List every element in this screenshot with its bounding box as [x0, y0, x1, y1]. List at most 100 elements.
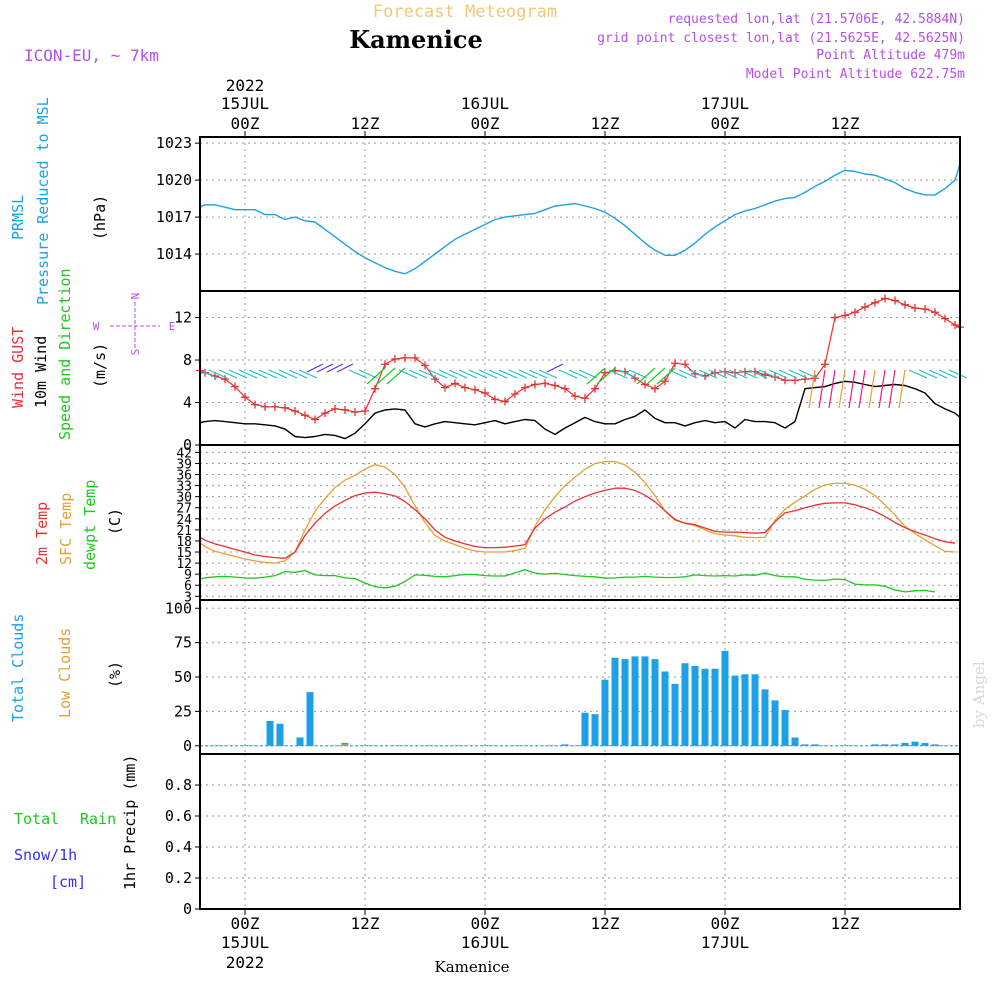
gust-marker [921, 305, 929, 314]
wind-direction-arrow [348, 369, 368, 379]
wind-gust-label: Wind GUST [9, 327, 27, 408]
wind-direction-arrow [268, 369, 288, 379]
wind-direction-arrow [326, 363, 344, 373]
gust-marker [601, 368, 609, 377]
temp-dew-label: dewpt Temp [81, 480, 99, 570]
wind-direction-arrow [748, 369, 768, 379]
total-cloud-bar [266, 721, 274, 746]
wind-direction-arrow [448, 369, 468, 379]
total-cloud-bar [761, 689, 769, 746]
gust-marker [561, 384, 569, 393]
wind-direction-arrow [298, 369, 318, 379]
ytick-label-clouds-2: 50 [174, 668, 192, 686]
model-altitude: Model Point Altitude 622.75m [746, 67, 965, 82]
bottom-date-label-2: 16JUL [461, 933, 509, 952]
ytick-label-precip-2: 0.4 [165, 838, 192, 856]
wind-direction-arrow [678, 369, 698, 379]
gust-marker [231, 382, 239, 391]
top-hour-label-4: 00Z [711, 114, 740, 133]
ytick-label-temp-11: 36 [176, 469, 192, 484]
total-cloud-bar [621, 659, 629, 746]
wind-direction-arrow [828, 369, 836, 409]
wind-direction-arrow [538, 369, 558, 379]
prmsl-label: PRMSL [9, 195, 27, 240]
dewpoint-line [199, 569, 936, 593]
gust-marker [471, 385, 479, 394]
gust-marker [681, 360, 689, 369]
gust-marker [651, 384, 659, 393]
bottom-hour-label-1: 12Z [351, 914, 380, 933]
wind-direction-arrow [888, 369, 896, 409]
pressure-msl-label: Pressure Reduced to MSL [34, 97, 52, 305]
ytick-label-temp-10: 33 [176, 480, 192, 495]
low-clouds-label: Low Clouds [56, 628, 74, 718]
total-cloud-bar [811, 744, 819, 746]
ytick-label-clouds-3: 75 [174, 634, 192, 652]
wind-direction-arrow [708, 369, 728, 379]
wind-gust-line [199, 297, 961, 421]
wind-direction-arrow [848, 369, 856, 409]
total-cloud-bar [611, 657, 619, 746]
ytick-label-clouds-0: 0 [183, 737, 192, 755]
wind-direction-arrow [788, 369, 808, 379]
temp-2m-label: 2m Temp [33, 502, 51, 565]
bottom-hour-label-0: 00Z [231, 914, 260, 933]
precip-unit: 1hr Precip (mm) [121, 755, 139, 890]
gust-marker [311, 415, 319, 424]
wind-direction-arrow [868, 369, 876, 409]
ytick-label-precip-1: 0.2 [165, 869, 192, 887]
gust-marker [811, 374, 819, 383]
gust-marker [951, 320, 959, 329]
gust-marker [821, 360, 829, 369]
wind-direction-arrow [336, 363, 354, 373]
pressure-line [199, 163, 961, 275]
gust-marker [891, 296, 899, 305]
compass-west: W [93, 320, 100, 333]
gust-marker [841, 311, 849, 320]
gust-marker [901, 300, 909, 309]
data-layer [196, 163, 968, 747]
wind-direction-arrow [938, 369, 958, 379]
total-cloud-bar [711, 668, 719, 746]
ytick-label-temp-9: 30 [176, 491, 192, 506]
watermark: by Angel [970, 661, 988, 728]
total-cloud-bar [581, 712, 589, 746]
gust-marker [941, 314, 949, 323]
ytick-label-temp-5: 18 [176, 535, 192, 550]
ytick-label-pressure-0: 1014 [156, 245, 192, 263]
wind-direction-arrow [248, 369, 268, 379]
wind-direction-arrow [738, 369, 758, 379]
wind-direction-arrow [818, 369, 826, 409]
wind-direction-arrow [778, 369, 798, 379]
wind-direction-arrow [458, 369, 478, 379]
wind-direction-arrow [838, 369, 846, 409]
gust-marker [351, 408, 359, 417]
gust-marker [851, 308, 859, 317]
wind-direction-arrow [668, 369, 688, 379]
temp-unit: (C) [106, 508, 124, 535]
wind-direction-arrow [218, 369, 238, 379]
gust-marker [831, 313, 839, 322]
gust-marker [541, 379, 549, 388]
wind-direction-arrow [568, 369, 588, 379]
location-title: Kamenice [349, 25, 483, 54]
wind-direction-arrow [418, 369, 438, 379]
ytick-label-temp-8: 27 [176, 502, 192, 517]
top-hour-label-1: 12Z [351, 114, 380, 133]
compass-south: S [129, 349, 142, 356]
point-altitude: Point Altitude 479m [816, 48, 965, 63]
wind-direction-arrow [656, 367, 676, 385]
wind-direction-arrow [258, 369, 278, 379]
total-cloud-bar [901, 743, 909, 746]
bottom-date-label-0: 15JUL [221, 933, 269, 952]
total-cloud-bar [891, 744, 899, 746]
precip-total-label: Total [14, 810, 59, 828]
wind-direction-arrow [488, 369, 508, 379]
gust-marker [521, 383, 529, 392]
low-cloud-bar [341, 744, 349, 746]
total-cloud-bar [601, 679, 609, 746]
gust-marker [391, 354, 399, 363]
wind-direction-arrow [688, 369, 708, 379]
wind-direction-arrow [468, 369, 488, 379]
ytick-label-temp-12: 39 [176, 457, 192, 472]
